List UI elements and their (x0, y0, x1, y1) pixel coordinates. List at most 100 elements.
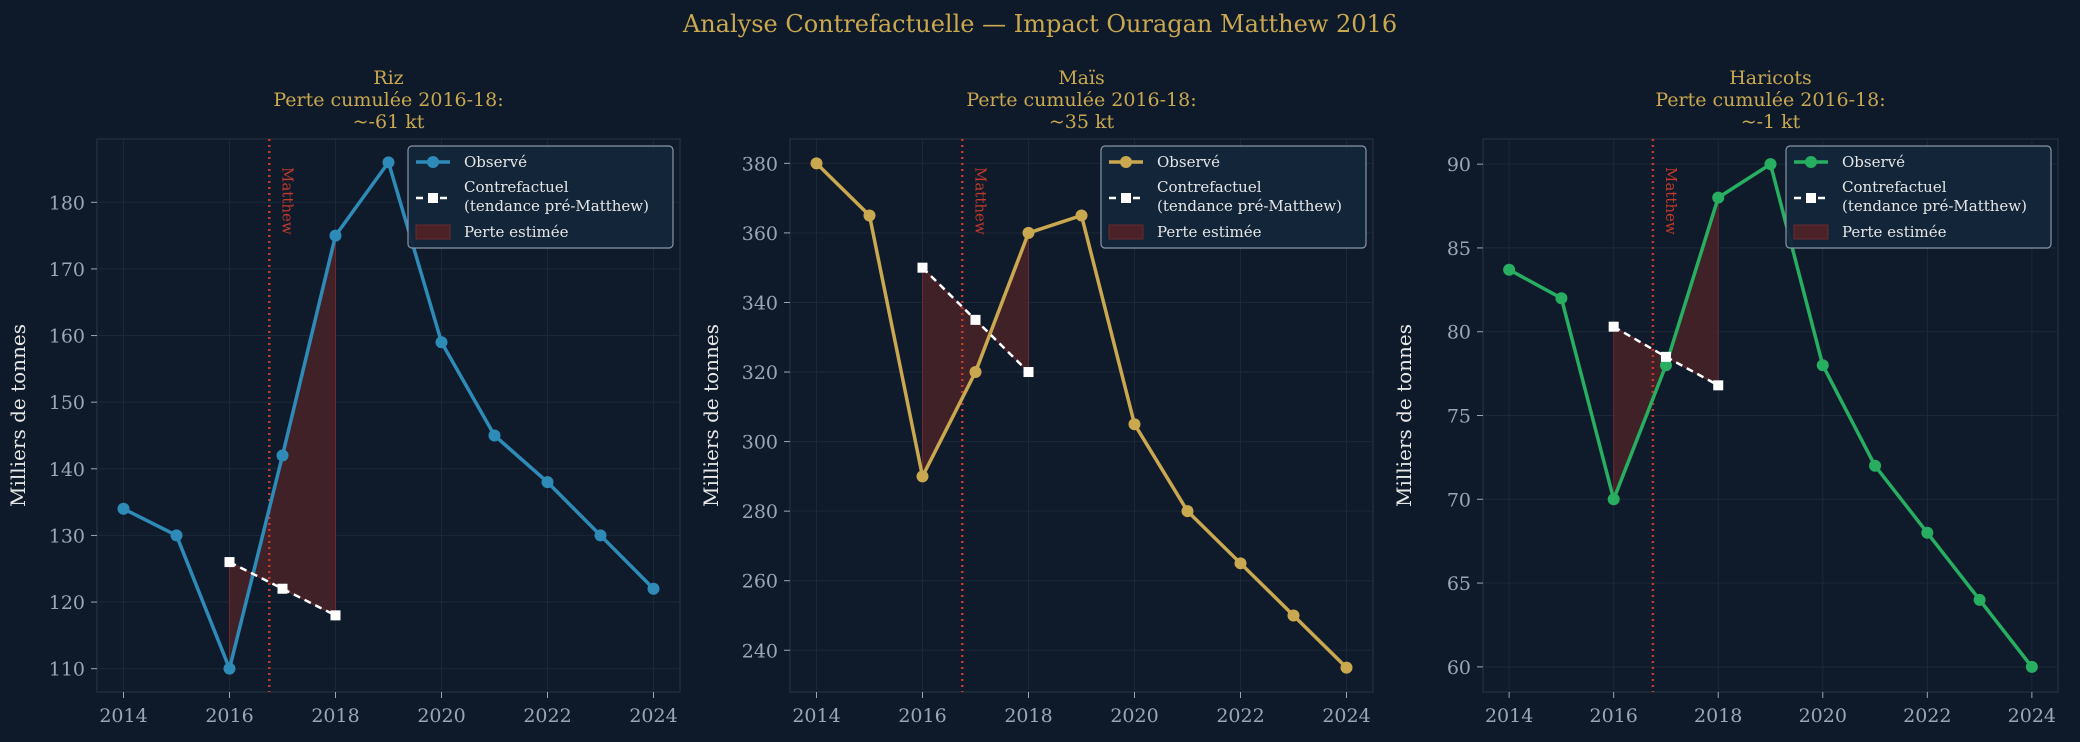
x-tick-label: 2016 (205, 705, 253, 727)
observed-point (1340, 661, 1353, 674)
legend-counterfactual-label: Contrefactuel (tendance pré-Matthew) (1842, 178, 2027, 215)
observed-point (1869, 459, 1882, 472)
legend-loss-label: Perte estimée (1842, 223, 1947, 241)
panel-title-line: Maïs (1058, 67, 1105, 89)
x-tick-label: 2018 (311, 705, 359, 727)
x-tick-label: 2020 (417, 705, 465, 727)
observed-point (594, 529, 607, 542)
panel-title-line: Perte cumulée 2016-18: (1655, 89, 1885, 111)
counterfactual-point (330, 610, 341, 621)
y-tick-label: 85 (1447, 238, 1471, 260)
observed-point (1075, 209, 1088, 222)
x-tick-label: 2014 (792, 705, 840, 727)
y-tick-label: 110 (49, 659, 85, 681)
y-tick-label: 150 (49, 392, 85, 414)
y-tick-label: 120 (49, 592, 85, 614)
y-tick-label: 140 (49, 459, 85, 481)
y-tick-label: 300 (742, 432, 778, 454)
observed-point (647, 582, 660, 595)
legend-loss-swatch (1108, 224, 1144, 240)
figure-title: Analyse Contrefactuelle — Impact Ouragan… (682, 10, 1398, 38)
y-tick-label: 70 (1447, 489, 1471, 511)
observed-point (1181, 505, 1194, 518)
observed-point (1816, 359, 1829, 372)
y-tick-label: 380 (742, 153, 778, 175)
y-tick-label: 320 (742, 362, 778, 384)
counterfactual-point (277, 583, 288, 594)
x-tick-label: 2022 (523, 705, 571, 727)
legend-counterfactual-marker (428, 193, 438, 203)
observed-point (863, 209, 876, 222)
legend-observed-marker (1120, 156, 1132, 168)
legend-observed-marker (427, 156, 439, 168)
observed-point (541, 476, 554, 489)
legend: Observé Contrefactuel (tendance pré-Matthe… (407, 145, 674, 249)
x-tick-label: 2022 (1903, 705, 1951, 727)
x-tick-label: 2022 (1216, 705, 1264, 727)
chart-panel-2: Matthew 2014 2016 2018 2020 2022 2024 240 260 280… (699, 67, 1374, 727)
observed-point (810, 157, 823, 170)
panel-title-line: Perte cumulée 2016-18: (273, 89, 503, 111)
x-tick-label: 2024 (2008, 705, 2056, 727)
y-tick-label: 360 (742, 223, 778, 245)
observed-point (1659, 359, 1672, 372)
chart-panel-1: Matthew 2014 2016 2018 2020 2022 2024 110 120 130… (6, 67, 681, 727)
x-tick-label: 2014 (99, 705, 147, 727)
observed-point (170, 529, 183, 542)
legend-observed-label: Observé (1157, 153, 1220, 171)
observed-point (1973, 593, 1986, 606)
counterfactual-point (917, 262, 928, 273)
legend-counterfactual-label: Contrefactuel (tendance pré-Matthew) (1157, 178, 1342, 215)
observed-point (1921, 526, 1934, 539)
observed-point (1128, 418, 1141, 431)
x-tick-label: 2016 (1590, 705, 1638, 727)
observed-point (117, 502, 130, 515)
y-tick-label: 240 (742, 640, 778, 662)
observed-point (1607, 493, 1620, 506)
counterfactual-point (1713, 380, 1724, 391)
x-tick-label: 2024 (1322, 705, 1370, 727)
panel-title-line: ~35 kt (1049, 111, 1115, 133)
x-tick-label: 2014 (1485, 705, 1533, 727)
y-tick-label: 260 (742, 571, 778, 593)
legend-counterfactual-marker (1121, 193, 1131, 203)
y-tick-label: 280 (742, 501, 778, 523)
legend-observed-label: Observé (1842, 153, 1905, 171)
x-tick-label: 2018 (1694, 705, 1742, 727)
observed-point (1234, 557, 1247, 570)
observed-point (223, 662, 236, 675)
observed-point (488, 429, 501, 442)
counterfactual-point (1608, 321, 1619, 332)
panel-title-line: ~-1 kt (1741, 111, 1801, 133)
legend-box (1785, 145, 2052, 249)
observed-point (1712, 191, 1725, 204)
observed-point (382, 156, 395, 169)
chart-panel-3: Matthew 2014 2016 2018 2020 2022 2024 60 65 70 75 8… (1392, 67, 2059, 727)
y-tick-label: 170 (49, 259, 85, 281)
legend: Observé Contrefactuel (tendance pré-Matthe… (1100, 145, 1367, 249)
legend-box (407, 145, 674, 249)
legend-counterfactual-label: Contrefactuel (tendance pré-Matthew) (464, 178, 649, 215)
y-tick-label: 65 (1447, 573, 1471, 595)
event-label: Matthew (971, 167, 989, 235)
legend-box (1100, 145, 1367, 249)
observed-point (329, 229, 342, 242)
y-tick-label: 75 (1447, 406, 1471, 428)
counterfactual-point (1660, 351, 1671, 362)
legend-loss-label: Perte estimée (1157, 223, 1262, 241)
observed-point (1764, 158, 1777, 171)
legend-loss-label: Perte estimée (464, 223, 569, 241)
x-tick-label: 2018 (1004, 705, 1052, 727)
observed-point (1503, 263, 1516, 276)
event-label: Matthew (1662, 167, 1680, 235)
observed-point (1555, 292, 1568, 305)
y-tick-label: 60 (1447, 657, 1471, 679)
legend-observed-marker (1805, 156, 1817, 168)
x-tick-label: 2020 (1799, 705, 1847, 727)
legend-counterfactual-marker (1806, 193, 1816, 203)
event-label: Matthew (278, 167, 296, 235)
counterfactual-point (224, 557, 235, 568)
panel-title-line: Riz (373, 67, 403, 89)
legend-observed-label: Observé (464, 153, 527, 171)
